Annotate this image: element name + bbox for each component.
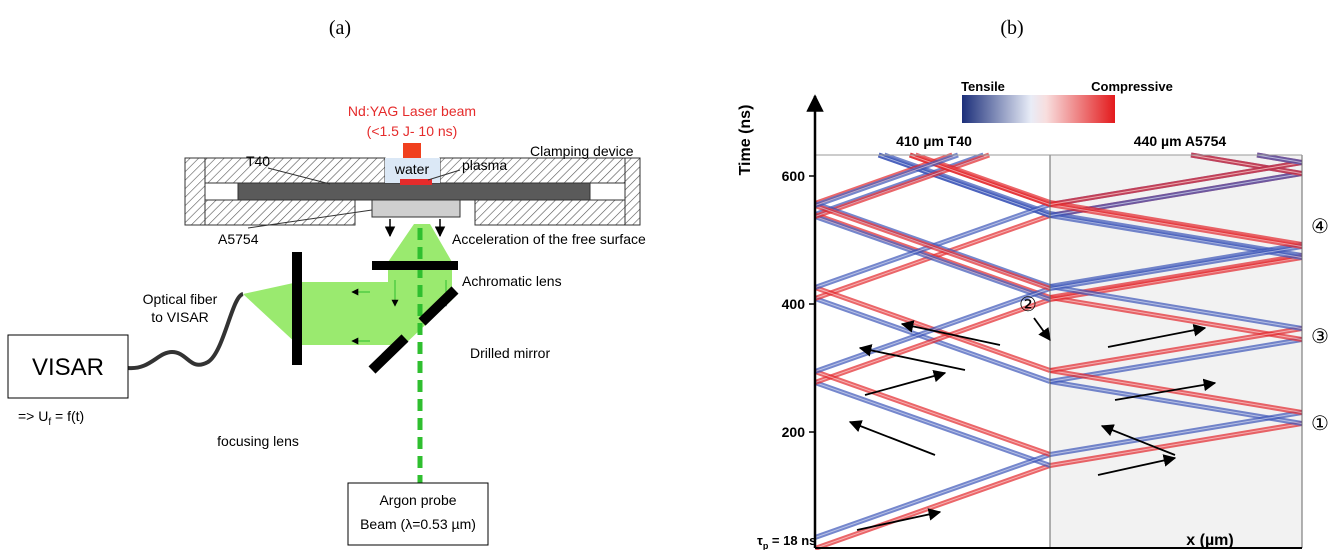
marker: ③ [1311,326,1329,348]
laser-spec: (<1.5 J- 10 ns) [367,123,458,139]
fiber-label: to VISAR [151,309,209,325]
y-tick-label: 400 [782,296,806,312]
layer-label: 440 µm A5754 [1134,133,1227,149]
plasma-label: plasma [462,157,507,173]
marker: ② [1019,294,1037,316]
achromatic-lens [372,261,458,270]
wave-core [815,383,1050,466]
x-axis-title: x (µm) [1186,532,1233,549]
wave-core [815,155,958,206]
acceleration-label: Acceleration of the free surface [452,231,646,247]
visar-label: VISAR [32,354,104,381]
wave-core [815,466,1050,549]
colorbar [962,95,1115,123]
focusing-lens [292,252,302,365]
marker: ① [1311,413,1329,435]
t40-label: T40 [246,153,270,169]
y-tick-label: 200 [782,424,806,440]
wave-core [815,455,1050,538]
laser-title: Nd:YAG Laser beam [348,103,476,119]
y-tick-label: 600 [782,168,806,184]
origin-label: τp = 18 ns [757,533,816,550]
colorbar-low: Tensile [961,79,1005,94]
layer-label: 410 µm T40 [896,133,972,149]
panel-label: (a) [329,17,351,39]
velocity-label: => Uf = f(t) [18,408,84,428]
probe-label: Argon probe [379,492,456,508]
colorbar-high: Compressive [1091,79,1173,94]
water-label: water [394,161,430,177]
a5754-label: A5754 [218,231,259,247]
fiber-label: Optical fiber [143,291,218,307]
figure: (a) Nd:YAG Laser beam (<1.5 J- 10 ns) wa… [0,0,1338,550]
clamping-label: Clamping device [530,143,634,159]
achromatic-label: Achromatic lens [462,273,562,289]
wave-core [815,372,1050,455]
marker: ④ [1311,216,1329,238]
probe-label: Beam (λ=0.53 µm) [360,516,476,532]
y-axis-title: Time (ns) [737,105,754,176]
mirror-label: Drilled mirror [470,345,550,361]
focusing-label: focusing lens [217,433,299,449]
panel-label: (b) [1000,17,1023,39]
